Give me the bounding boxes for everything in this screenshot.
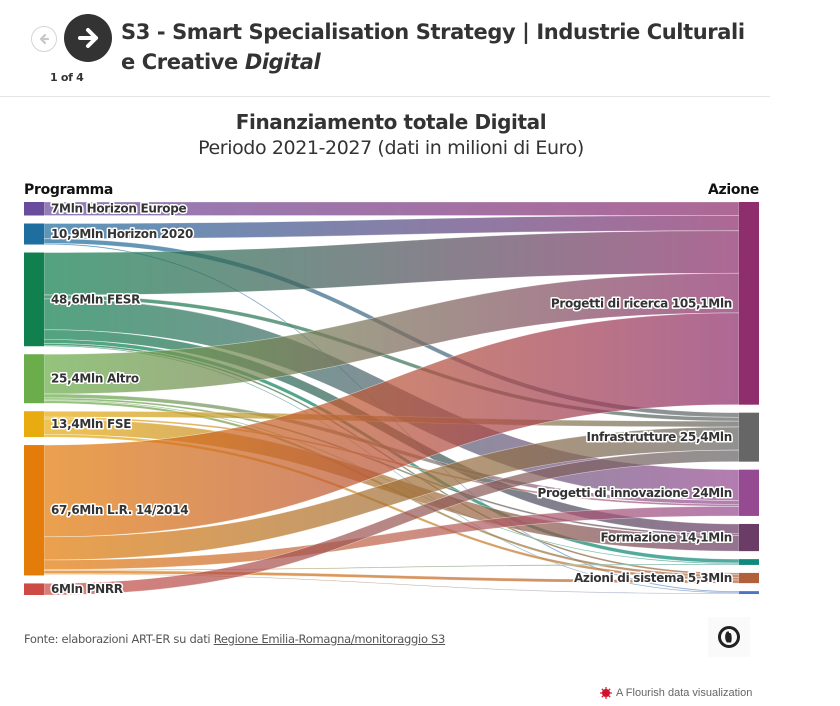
target-column-header: Azione bbox=[708, 182, 759, 198]
target-node-infrastrutture[interactable] bbox=[739, 412, 759, 462]
target-node-progetti-di-innovazione[interactable] bbox=[739, 469, 759, 516]
source-label-horizon-europe: 7Mln Horizon Europe bbox=[51, 202, 186, 216]
source-label-altro: 25,4Mln Altro bbox=[51, 372, 139, 386]
source-node-fse[interactable] bbox=[24, 411, 44, 438]
source-node-horizon-europe[interactable] bbox=[24, 202, 44, 216]
flourish-credit: A Flourish data visualization bbox=[616, 687, 753, 699]
chart-title: Finanziamento totale Digital bbox=[235, 110, 547, 134]
story-title: S3 - Smart Specialisation Strategy | Ind… bbox=[121, 17, 761, 77]
source-label-fse: 13,4Mln FSE bbox=[51, 417, 131, 431]
target-label-formazione: Formazione 14,1Mln bbox=[601, 531, 732, 545]
flourish-logo-icon bbox=[600, 687, 612, 699]
target-node-formazione[interactable] bbox=[739, 523, 759, 552]
link-l-r-14-2014-to-altra-azione-blue[interactable] bbox=[43, 573, 740, 595]
previous-slide-button[interactable] bbox=[31, 26, 57, 52]
target-label-azioni-di-sistema: Azioni di sistema 5,3Mln bbox=[574, 571, 732, 585]
arrow-left-icon bbox=[39, 33, 50, 45]
target-label-progetti-di-innovazione: Progetti di innovazione 24Mln bbox=[538, 486, 733, 500]
story-title-main: S3 - Smart Specialisation Strategy | Ind… bbox=[121, 20, 745, 74]
sankey-labels: 7Mln Horizon Europe 10,9Mln Horizon 2020 4… bbox=[50, 200, 734, 597]
sankey-nodes bbox=[24, 202, 759, 595]
link-pnrr-to-infrastrutture[interactable] bbox=[43, 449, 740, 596]
story-title-italic: Digital bbox=[244, 50, 321, 74]
source-node-fesr[interactable] bbox=[24, 252, 44, 347]
source-label-l-r-14-2014: 67,6Mln L.R. 14/2014 bbox=[51, 503, 188, 517]
source-link[interactable]: Regione Emilia-Romagna/monitoraggio S3 bbox=[213, 632, 446, 646]
target-label-progetti-di-ricerca: Progetti di ricerca 105,1Mln bbox=[551, 296, 732, 310]
source-label-horizon-2020: 10,9Mln Horizon 2020 bbox=[51, 227, 193, 241]
target-label-infrastrutture: Infrastrutture 25,4Mln bbox=[587, 430, 732, 444]
target-node-altra-azione-blue[interactable] bbox=[739, 591, 759, 595]
source-node-horizon-2020[interactable] bbox=[24, 223, 44, 245]
art-er-logo-icon bbox=[718, 626, 740, 648]
source-prefix: Fonte: elaborazioni ART-ER su dati bbox=[24, 632, 214, 646]
source-node-altro[interactable] bbox=[24, 354, 44, 404]
slide-indicator: 1 of 4 bbox=[50, 71, 84, 84]
source-label-pnrr: 6Mln PNRR bbox=[51, 582, 123, 596]
sankey-links bbox=[43, 201, 740, 596]
target-node-azioni-di-sistema[interactable] bbox=[739, 572, 759, 584]
art-er-logo bbox=[708, 617, 750, 657]
target-node-rafforzamento-teal[interactable] bbox=[739, 559, 759, 565]
chart-subtitle: Periodo 2021-2027 (dati in milioni di Eu… bbox=[198, 137, 584, 159]
source-label-fesr: 48,6Mln FESR bbox=[51, 292, 140, 306]
target-node-progetti-di-ricerca[interactable] bbox=[739, 202, 759, 405]
arrow-right-icon bbox=[78, 28, 98, 48]
flourish-credit-link[interactable]: A Flourish data visualization bbox=[600, 687, 752, 699]
source-note: Fonte: elaborazioni ART-ER su dati Regio… bbox=[24, 632, 445, 646]
source-column-header: Programma bbox=[24, 182, 113, 198]
story-header: 1 of 4 S3 - Smart Specialisation Strateg… bbox=[0, 0, 770, 97]
next-slide-button[interactable] bbox=[64, 14, 112, 62]
source-node-l-r-14-2014[interactable] bbox=[24, 445, 44, 576]
source-node-pnrr[interactable] bbox=[24, 583, 44, 595]
sankey-chart: Programma Azione 7Mln Horizon Europe 10,9… bbox=[24, 182, 759, 598]
